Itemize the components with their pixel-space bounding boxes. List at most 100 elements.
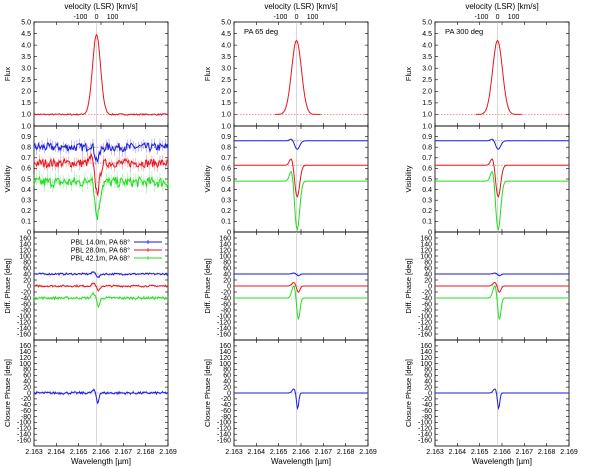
- figure-column-1: velocity (LSR) [km/s] -100 0 100 1.0 1.5 2.0 2.…: [3, 2, 177, 466]
- legend-label: PBL 14.0m, PA 68°: [71, 238, 130, 246]
- y-tick-label: -40: [221, 402, 231, 409]
- panel-flux: 1.0 1.5 2.0 2.5 3.0 3.5 4.0 4.5 5.0 Flux: [404, 19, 570, 127]
- y-tick-label: 0.9: [21, 134, 31, 141]
- y-axis-label: Diff. Phase [deg]: [404, 258, 413, 313]
- y-axis-label: Visibility: [3, 165, 12, 192]
- figure-column-3: velocity (LSR) [km/s] -100 0 100 1.0 1.5 2.0 2.…: [404, 2, 578, 466]
- y-tick-label: -80: [422, 414, 432, 421]
- velocity-tick-label: -100: [474, 14, 488, 21]
- y-tick-label: 80: [23, 259, 31, 266]
- series-pbl-42-1m: [33, 170, 169, 221]
- y-tick-label: -80: [21, 414, 31, 421]
- series-line: [435, 285, 569, 320]
- y-tick-label: -140: [217, 325, 231, 332]
- y-tick-label: 2.0: [422, 89, 432, 96]
- y-tick-label: 40: [23, 271, 31, 278]
- y-tick-label: 20: [23, 277, 31, 284]
- y-axis-label: Diff. Phase [deg]: [203, 258, 212, 313]
- y-tick-label: 3.0: [221, 66, 231, 73]
- panel-visibility: 0 0.1 0.2 0.3 0.4 0.5 0.6 0.7 0.8 0.9 1.0 Visibilit…: [3, 123, 169, 236]
- series-pbl-14-0m: [33, 271, 169, 279]
- series-line: [33, 152, 169, 197]
- y-tick-label: 120: [219, 247, 231, 254]
- y-tick-label: 1.5: [221, 100, 231, 107]
- y-tick-label: -100: [418, 420, 432, 427]
- y-tick-label: -160: [418, 331, 432, 338]
- y-tick-label: 40: [223, 379, 231, 386]
- y-tick-label: -40: [21, 295, 31, 302]
- y-tick-label: -120: [217, 426, 231, 433]
- y-tick-label: 4.5: [21, 31, 31, 38]
- y-tick-label: 120: [420, 247, 432, 254]
- panel-diff_phase: -160-140-120-100-80-60-40-20020406080100…: [203, 231, 369, 341]
- y-tick-label: -60: [21, 301, 31, 308]
- y-tick-label: 0: [428, 283, 432, 290]
- series-pbl-28-0m: [234, 158, 368, 198]
- x-tick-label: 2.167: [315, 449, 333, 456]
- x-tick-label: 2.164: [48, 449, 66, 456]
- x-tick-label: 2.166: [92, 449, 110, 456]
- velocity-tick-label: 0: [496, 14, 500, 21]
- y-tick-label: 0: [428, 229, 432, 236]
- y-tick-label: -20: [422, 289, 432, 296]
- y-tick-label: 20: [424, 277, 432, 284]
- panel-frame: [434, 21, 570, 127]
- y-tick-label: -120: [418, 319, 432, 326]
- y-tick-label: -80: [221, 307, 231, 314]
- y-tick-label: 1.0: [221, 123, 231, 130]
- y-tick-label: 3.5: [221, 54, 231, 61]
- panel-visibility: 0 0.1 0.2 0.3 0.4 0.5 0.6 0.7 0.8 0.9 1.0 Visibilit…: [404, 123, 570, 236]
- y-tick-label: 1.0: [422, 123, 432, 130]
- figure-column-2: velocity (LSR) [km/s] -100 0 100 1.0 1.5 2.0 2.…: [203, 2, 377, 466]
- velocity-tick-label: 0: [295, 14, 299, 21]
- y-tick-label: 4.5: [221, 31, 231, 38]
- y-tick-label: 0.1: [422, 219, 432, 226]
- x-tick-label: 2.169: [560, 449, 578, 456]
- series-line: [435, 281, 569, 294]
- velocity-tick-label: 100: [508, 14, 520, 21]
- legend: PBL 14.0m, PA 68°PBL 28.0m, PA 68°PBL 42…: [71, 238, 162, 262]
- y-tick-label: 0.6: [422, 166, 432, 173]
- y-tick-label: 100: [420, 361, 432, 368]
- top-axis-title: velocity (LSR) [km/s]: [465, 2, 538, 11]
- panel-frame: [233, 21, 369, 127]
- panel-frame: [233, 125, 369, 233]
- y-tick-label: 160: [219, 343, 231, 350]
- y-tick-label: 1.5: [21, 100, 31, 107]
- y-tick-label: 0.8: [221, 145, 231, 152]
- y-tick-label: 20: [223, 384, 231, 391]
- y-tick-label: 20: [424, 384, 432, 391]
- y-tick-label: -20: [221, 396, 231, 403]
- series-closure-phase: [33, 388, 169, 405]
- x-tick-label: 2.165: [270, 449, 288, 456]
- y-tick-label: 3.0: [422, 66, 432, 73]
- y-tick-label: 120: [219, 355, 231, 362]
- y-tick-label: -20: [422, 396, 432, 403]
- y-tick-label: 3.5: [21, 54, 31, 61]
- y-tick-label: 80: [23, 367, 31, 374]
- y-tick-label: 60: [23, 373, 31, 380]
- x-axis-title: Wavelength [µm]: [472, 457, 532, 466]
- series-pbl-42-1m: [234, 285, 368, 320]
- y-axis-label: Flux: [203, 67, 212, 81]
- y-tick-label: 160: [19, 343, 31, 350]
- y-tick-label: 40: [23, 379, 31, 386]
- y-tick-label: 140: [19, 241, 31, 248]
- series-pbl-14-0m: [435, 138, 569, 150]
- x-tick-label: 2.163: [426, 449, 444, 456]
- y-tick-label: 140: [420, 241, 432, 248]
- x-tick-label: 2.169: [159, 449, 177, 456]
- y-axis-label: Visibility: [203, 165, 212, 192]
- y-tick-label: 100: [219, 253, 231, 260]
- y-tick-label: -160: [418, 437, 432, 444]
- y-tick-label: -160: [217, 331, 231, 338]
- series-line: [234, 272, 368, 277]
- y-tick-label: 3.5: [422, 54, 432, 61]
- y-tick-label: 5.0: [422, 19, 432, 26]
- y-tick-label: 4.5: [422, 31, 432, 38]
- series-pbl-14-0m: [234, 138, 368, 150]
- velocity-tick-label: -100: [73, 14, 87, 21]
- y-tick-label: 4.0: [221, 42, 231, 49]
- y-tick-label: 140: [19, 349, 31, 356]
- y-tick-label: -140: [418, 325, 432, 332]
